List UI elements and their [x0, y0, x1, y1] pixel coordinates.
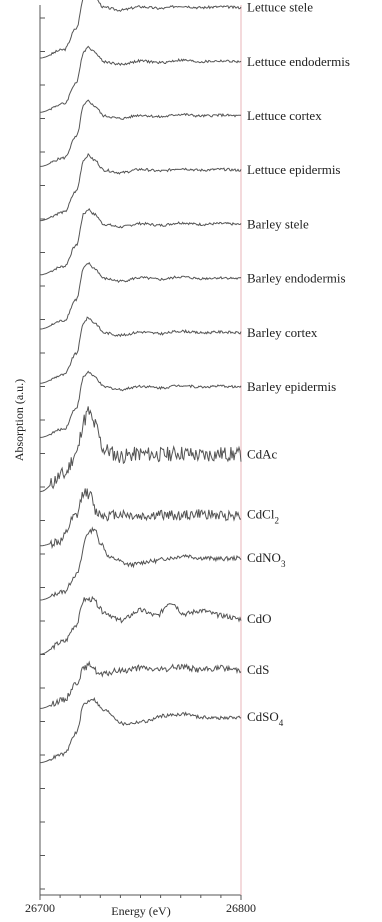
- series-label-lettuce-endodermis: Lettuce endodermis: [247, 54, 350, 69]
- series-label-cdso4: CdSO4: [247, 709, 284, 728]
- y-axis-title: Absorption (a.u.): [12, 379, 26, 461]
- series-label-cds: CdS: [247, 662, 269, 677]
- chart-labels: Lettuce stele Lettuce endodermis Lettuce c…: [247, 0, 350, 728]
- x-tick-label-1: 26800: [226, 901, 256, 915]
- chart-curves: [39, 0, 242, 764]
- curve-cds: [40, 660, 242, 709]
- series-label-barley-cortex: Barley cortex: [247, 325, 318, 340]
- curve-lettuce-stele: [40, 0, 242, 59]
- series-label-lettuce-epidermis: Lettuce epidermis: [247, 162, 341, 177]
- curve-cdac: [39, 406, 242, 493]
- curve-cdo: [39, 595, 242, 655]
- chart-axes: 26700 26800: [25, 5, 256, 915]
- series-label-barley-epidermis: Barley epidermis: [247, 379, 336, 394]
- series-label-cdno3: CdNO3: [247, 550, 286, 569]
- series-label-barley-stele: Barley stele: [247, 216, 309, 231]
- curve-cdno3: [40, 526, 242, 601]
- series-label-lettuce-stele: Lettuce stele: [247, 0, 313, 15]
- curve-barley-cortex: [40, 316, 242, 384]
- series-label-barley-endodermis: Barley endodermis: [247, 271, 346, 286]
- curve-barley-epidermis: [40, 370, 242, 438]
- x-axis-title: Energy (eV): [111, 904, 170, 918]
- series-label-cdo: CdO: [247, 611, 272, 626]
- curve-barley-stele: [40, 207, 242, 276]
- curve-cdcl2: [40, 488, 241, 550]
- series-label-lettuce-cortex: Lettuce cortex: [247, 108, 322, 123]
- curve-cdso4: [40, 696, 242, 764]
- series-label-cdac: CdAc: [247, 447, 278, 462]
- curve-lettuce-epidermis: [40, 152, 242, 222]
- curve-barley-endodermis: [40, 261, 242, 330]
- series-label-cdcl2: CdCl2: [247, 507, 279, 526]
- curve-lettuce-endodermis: [40, 45, 242, 113]
- x-tick-label-0: 26700: [25, 901, 55, 915]
- curve-lettuce-cortex: [40, 99, 242, 167]
